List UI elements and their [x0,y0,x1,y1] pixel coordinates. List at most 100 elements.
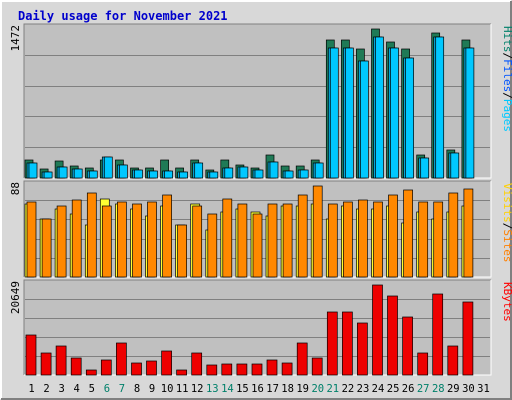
bar-pages-day-7 [119,164,128,179]
x-tick-label: 3 [59,383,65,395]
series-label-segment: Sites [501,229,512,262]
x-tick-label: 31 [477,383,490,395]
bar-kbytes-day-21 [326,311,338,376]
series-label-segment: / [501,53,512,60]
bar-sites-day-28 [433,201,444,278]
bar-sites-day-23 [358,199,368,278]
panel-border-dark [23,23,491,178]
bar-pages-day-11 [179,171,188,179]
bar-sites-day-9 [147,201,157,278]
bar-pages-day-9 [149,170,158,179]
bar-sites-day-11 [177,224,187,278]
bar-sites-day-24 [373,201,383,278]
x-tick-label: 29 [447,383,460,395]
bar-sites-day-30 [463,188,474,278]
x-tick-label: 24 [372,383,385,395]
panel-background [24,280,491,375]
bar-pages-day-22 [345,47,354,179]
panel-border-dark [23,279,491,375]
bar-sites-day-12 [192,205,203,278]
series-label-segment: / [501,92,512,99]
bar-sites-day-2 [41,218,52,278]
bar-kbytes-day-23 [357,322,368,376]
bar-sites-day-7 [117,201,127,278]
bar-kbytes-day-5 [85,369,97,376]
series-label-segment: Files [501,59,512,92]
bar-pages-day-28 [435,36,445,179]
bar-sites-day-4 [71,199,82,278]
bar-pages-day-29 [450,152,460,179]
x-tick-label: 11 [176,383,189,395]
x-tick-label: 15 [236,383,249,395]
bar-sites-day-25 [388,194,398,278]
bar-sites-day-10 [162,194,172,278]
bar-pages-day-25 [390,47,399,179]
bar-pages-day-3 [58,166,68,179]
bar-sites-day-3 [56,205,67,278]
bar-pages-day-5 [88,170,98,179]
series-label-segment: / [501,223,512,230]
bar-pages-day-27 [420,157,430,179]
bar-sites-day-14 [222,198,233,278]
bar-pages-day-17 [269,161,279,179]
bar-kbytes-day-18 [281,362,293,376]
x-tick-label: 17 [266,383,279,395]
bar-sites-day-21 [327,203,338,278]
x-tick-label: 23 [357,383,370,395]
x-tick-label: 16 [251,383,264,395]
chart-title: Daily usage for November 2021 [18,9,228,23]
bar-sites-day-26 [403,189,413,278]
bar-kbytes-day-27 [417,352,429,376]
y-axis-max-label: 1472 [9,25,22,52]
x-tick-label: 8 [134,383,140,395]
bar-kbytes-day-4 [70,357,82,376]
bar-pages-day-19 [299,169,309,179]
x-tick-label: 26 [402,383,415,395]
y-axis-max-label: 88 [9,182,22,195]
bar-kbytes-day-25 [387,295,398,376]
bar-sites-day-17 [267,203,278,278]
bar-pages-day-20 [314,162,324,179]
x-tick-label: 18 [281,383,294,395]
bar-sites-day-8 [132,203,142,278]
bar-pages-day-4 [73,168,83,179]
kbytes-panel: 20649 KBytes [9,279,512,376]
bar-sites-day-15 [237,203,248,278]
x-tick-label: 10 [161,383,174,395]
bar-kbytes-day-12 [191,352,203,376]
series-label-segment: Hits [501,26,512,53]
bar-kbytes-day-29 [447,345,459,376]
x-tick-label: 30 [462,383,475,395]
x-tick-label: 19 [296,383,309,395]
bar-kbytes-day-9 [146,360,157,376]
bar-kbytes-day-22 [342,311,353,376]
bar-kbytes-day-14 [221,363,233,376]
x-tick-label: 13 [206,383,219,395]
bar-sites-day-13 [207,213,218,278]
bar-kbytes-day-20 [311,357,323,376]
bar-pages-day-13 [209,171,219,179]
bar-pages-day-2 [43,171,53,179]
bar-sites-day-1 [26,201,37,278]
y-axis-max-label: 20649 [9,281,22,314]
bar-pages-day-16 [254,169,264,179]
series-label: Visits/Sites [501,183,512,263]
series-label-segment: Visits [501,183,512,223]
bar-kbytes-day-17 [266,359,278,376]
x-tick-label: 9 [149,383,155,395]
bar-pages-day-12 [194,162,204,179]
bar-pages-day-15 [239,166,249,179]
bar-pages-day-21 [329,47,339,179]
bar-pages-day-8 [134,169,143,179]
bar-pages-day-24 [375,36,384,179]
visits-sites-panel: 88 Visits/Sites [9,180,512,278]
bar-sites-day-29 [448,192,459,278]
x-tick-label: 1 [28,383,34,395]
bar-kbytes-day-13 [206,364,218,376]
x-tick-label: 25 [387,383,400,395]
bar-kbytes-day-15 [236,363,248,376]
bar-sites-day-20 [312,185,323,278]
x-tick-label: 20 [311,383,324,395]
